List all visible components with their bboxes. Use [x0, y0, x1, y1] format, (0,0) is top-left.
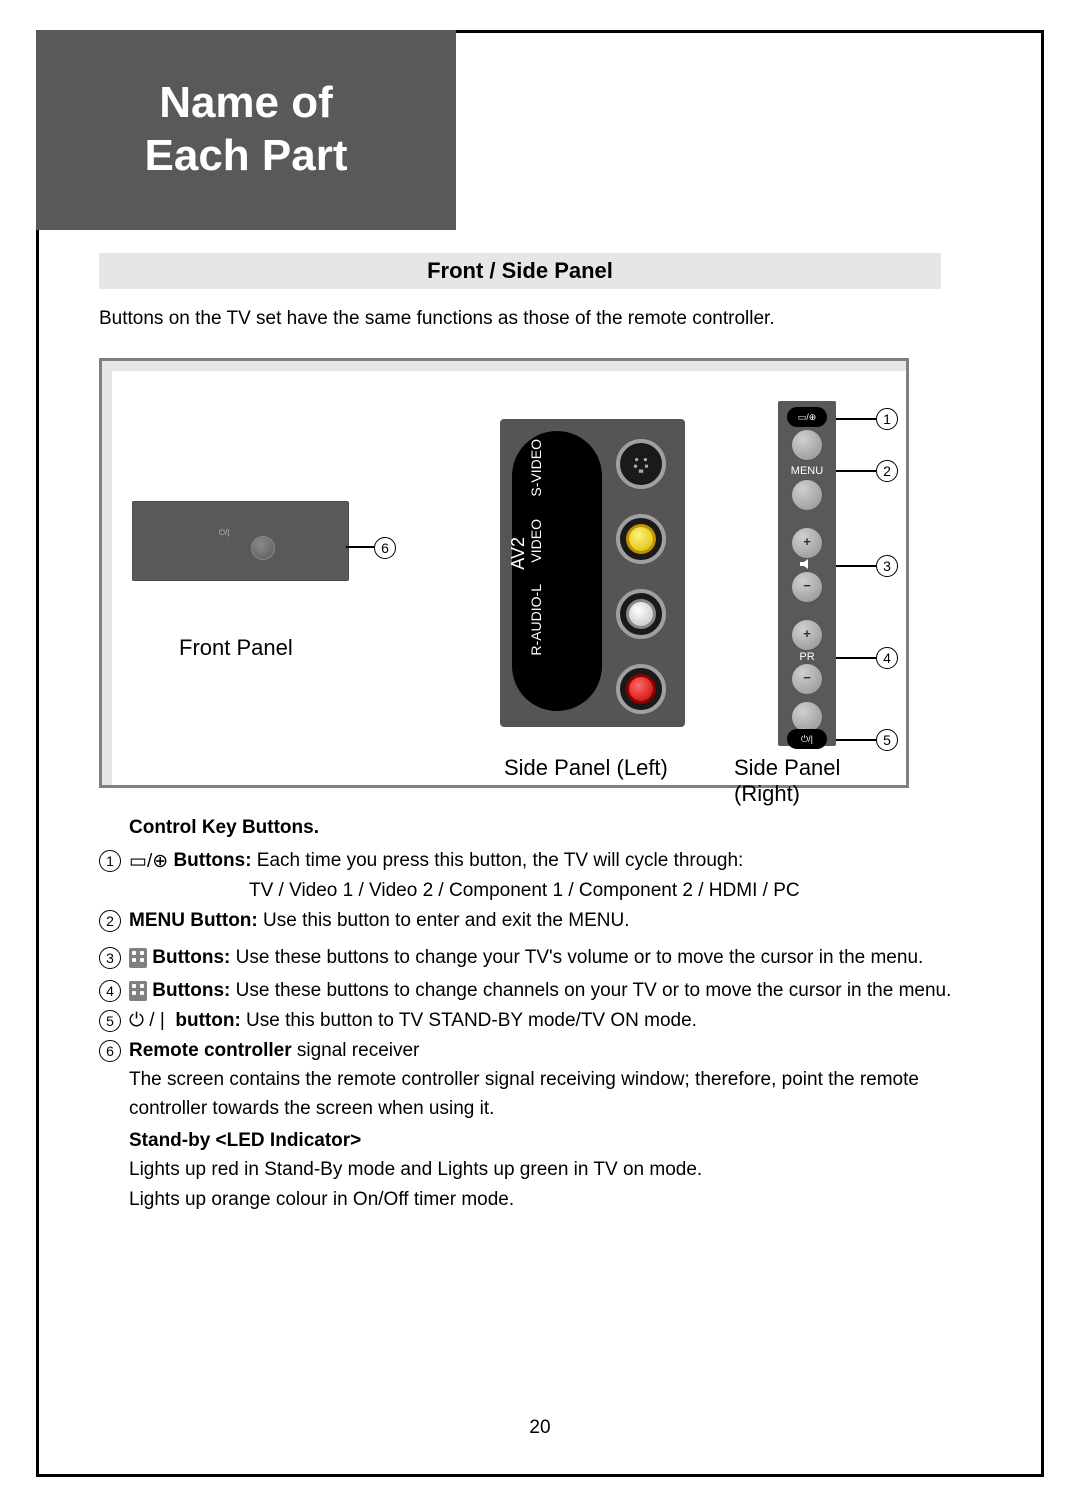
- callout-5: 5: [876, 729, 898, 751]
- item-4: 4 Buttons: Use these buttons to change c…: [99, 976, 971, 1005]
- standby-text-2: Lights up orange colour in On/Off timer …: [129, 1185, 971, 1214]
- control-key-heading: Control Key Buttons.: [129, 813, 971, 842]
- section-title-bar: Front / Side Panel: [99, 253, 941, 289]
- callout-line-4: [836, 657, 876, 659]
- input-button: [791, 429, 823, 461]
- diagram-box: ⏻/| 6 Front Panel AV2 S-VIDEO VIDEO R-AU…: [99, 358, 909, 788]
- callout-3: 3: [876, 555, 898, 577]
- video-label: VIDEO: [528, 519, 544, 563]
- page-number: 20: [39, 1417, 1041, 1439]
- item-1: 1 ▭/⊕ Buttons: Each time you press this …: [99, 846, 971, 876]
- item-6-sub: The screen contains the remote controlle…: [129, 1065, 971, 1124]
- item-6-num: 6: [99, 1040, 121, 1062]
- callout-line-6: [346, 546, 374, 548]
- callout-1: 1: [876, 408, 898, 430]
- intro-text: Buttons on the TV set have the same func…: [99, 308, 775, 330]
- callout-6: 6: [374, 537, 396, 559]
- side-buttons-panel: ▭/⊕ MENU + − + PR − ⏻/|: [778, 401, 836, 746]
- power-icon-text: ⏻ / |: [129, 1006, 165, 1035]
- power-icon: ⏻/|: [211, 528, 237, 538]
- standby-label: Stand-by <LED Indicator>: [129, 1126, 971, 1155]
- front-panel-graphic: ⏻/|: [132, 501, 349, 581]
- item-2-text: Use this button to enter and exit the ME…: [258, 910, 630, 931]
- svideo-jack: [616, 439, 666, 489]
- pr-label: PR: [778, 651, 836, 663]
- page-title: Name of Each Part: [145, 77, 348, 183]
- item-3-text: Use these buttons to change your TV's vo…: [230, 947, 923, 968]
- input-pill-icon: ▭/⊕: [787, 407, 827, 427]
- callout-line-5: [836, 739, 876, 741]
- ch-up-button: +: [791, 619, 823, 651]
- svideo-label: S-VIDEO: [528, 439, 544, 497]
- av2-label-column: [512, 431, 602, 711]
- svideo-icon: [630, 453, 652, 475]
- power-pill-icon: ⏻/|: [787, 729, 827, 749]
- callout-line-2: [836, 470, 876, 472]
- callout-line-1: [836, 418, 876, 420]
- header-block: Name of Each Part: [36, 30, 456, 230]
- channel-icon: [129, 981, 147, 1001]
- item-4-num: 4: [99, 980, 121, 1002]
- ir-receiver-dot: [251, 536, 275, 560]
- item-5: 5 ⏻ / | button: Use this button to TV ST…: [99, 1006, 971, 1036]
- title-line-2: Each Part: [145, 131, 348, 180]
- item-4-label: Buttons:: [152, 980, 230, 1001]
- audio-l-label: R-AUDIO-L: [528, 584, 544, 656]
- item-3-label: Buttons:: [152, 947, 230, 968]
- item-6-text: signal receiver: [292, 1040, 420, 1061]
- input-icon: ▭/⊕: [129, 847, 168, 876]
- item-5-text: Use this button to TV STAND-BY mode/TV O…: [241, 1010, 697, 1031]
- item-4-text: Use these buttons to change channels on …: [230, 980, 951, 1001]
- control-key-section: Control Key Buttons. 1 ▭/⊕ Buttons: Each…: [99, 813, 971, 1214]
- title-line-1: Name of: [159, 78, 333, 127]
- audio-r-jack: [616, 664, 666, 714]
- standby-text-1: Lights up red in Stand-By mode and Light…: [129, 1155, 971, 1184]
- video-jack: [616, 514, 666, 564]
- item-6: 6 Remote controller signal receiver: [99, 1036, 971, 1065]
- item-5-label: button:: [175, 1010, 240, 1031]
- side-panel-left-label: Side Panel (Left): [504, 755, 668, 781]
- item-3-num: 3: [99, 947, 121, 969]
- audio-l-jack: [616, 589, 666, 639]
- item-1-num: 1: [99, 850, 121, 872]
- vol-down-button: −: [791, 571, 823, 603]
- callout-line-3: [836, 565, 876, 567]
- av2-label: AV2: [508, 537, 529, 570]
- item-2: 2 MENU Button: Use this button to enter …: [99, 906, 971, 935]
- item-6-label: Remote controller: [129, 1040, 292, 1061]
- menu-label: MENU: [778, 465, 836, 477]
- item-1-sub: TV / Video 1 / Video 2 / Component 1 / C…: [249, 876, 971, 905]
- menu-button: [791, 479, 823, 511]
- item-5-num: 5: [99, 1010, 121, 1032]
- item-1-text: Each time you press this button, the TV …: [252, 850, 744, 871]
- ch-down-button: −: [791, 663, 823, 695]
- volume-icon: [129, 948, 147, 968]
- item-2-label: MENU Button:: [129, 910, 258, 931]
- item-1-label: Buttons:: [173, 850, 251, 871]
- callout-4: 4: [876, 647, 898, 669]
- side-panel-right-label: Side Panel (Right): [734, 755, 906, 807]
- item-3: 3 Buttons: Use these buttons to change y…: [99, 943, 971, 972]
- vol-up-button: +: [791, 527, 823, 559]
- front-panel-label: Front Panel: [179, 635, 293, 661]
- item-2-num: 2: [99, 910, 121, 932]
- av2-panel: AV2 S-VIDEO VIDEO R-AUDIO-L: [500, 419, 685, 727]
- callout-2: 2: [876, 460, 898, 482]
